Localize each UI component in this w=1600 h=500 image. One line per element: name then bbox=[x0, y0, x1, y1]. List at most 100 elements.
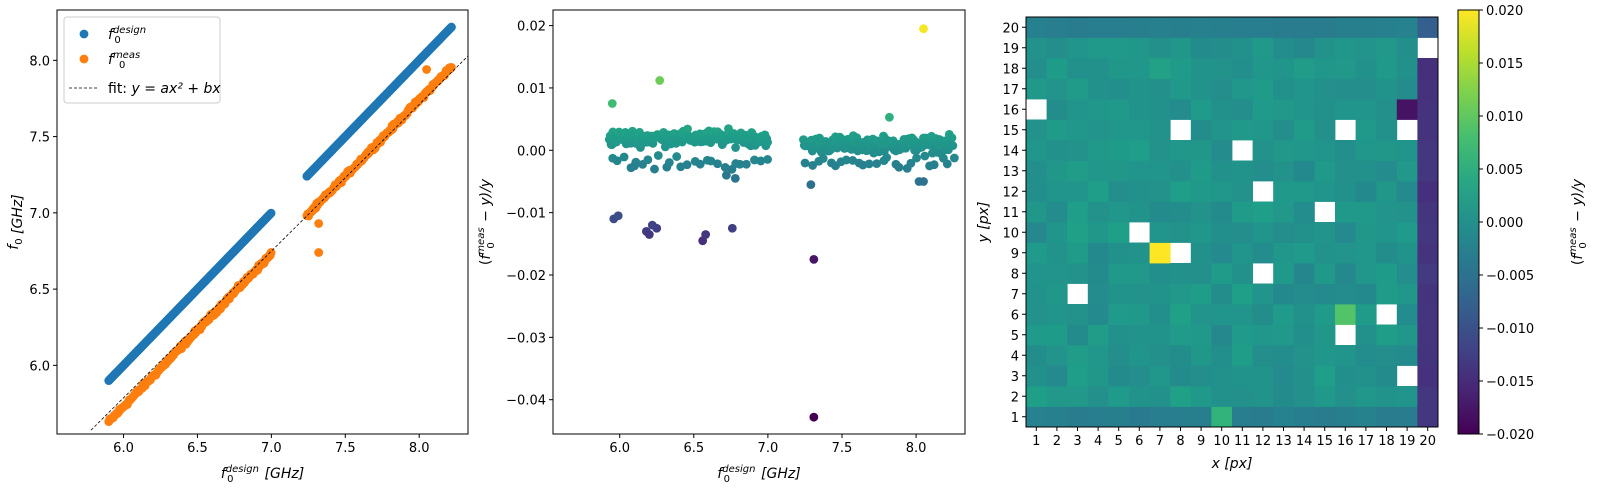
heatmap-cell bbox=[1396, 263, 1418, 284]
legend: fdesign 0 fmeas 0 fit: y = ax² + bx bbox=[63, 16, 221, 104]
deviation-point bbox=[643, 155, 653, 165]
design-point bbox=[266, 208, 276, 218]
heatmap-cell bbox=[1087, 365, 1109, 387]
heatmap-cell bbox=[1067, 263, 1089, 284]
heatmap-cell bbox=[1149, 181, 1171, 202]
heatmap-cell bbox=[1417, 283, 1439, 305]
heatmap-cell bbox=[1046, 304, 1068, 325]
heatmap-cell bbox=[1273, 140, 1295, 161]
heatmap-cell bbox=[1273, 324, 1295, 346]
heatmap-cell bbox=[1211, 283, 1233, 305]
heatmap-cell bbox=[1170, 37, 1192, 59]
heatmap-cell bbox=[1376, 242, 1398, 264]
heatmap-cell bbox=[1026, 37, 1047, 59]
heatmap-cell bbox=[1232, 37, 1253, 59]
deviation-outlier bbox=[652, 223, 662, 233]
y-tick-label: 20 bbox=[1002, 21, 1019, 36]
heatmap-cell bbox=[1252, 242, 1274, 264]
heatmap-cell bbox=[1190, 345, 1212, 366]
y-tick-label: 3 bbox=[1011, 370, 1019, 385]
colorbar-tick-label: 0.005 bbox=[1486, 163, 1523, 178]
y-tick-label: 18 bbox=[1002, 62, 1019, 77]
heatmap-cell bbox=[1273, 160, 1295, 182]
heatmap-cell bbox=[1190, 201, 1212, 223]
heatmap-cell bbox=[1252, 160, 1274, 182]
heatmap-cell bbox=[1046, 119, 1068, 141]
colorbar-tick-label: 0.020 bbox=[1486, 4, 1523, 19]
heatmap-cell bbox=[1190, 304, 1212, 325]
heatmap-cell bbox=[1273, 17, 1295, 38]
heatmap-cell bbox=[1396, 283, 1418, 305]
deviation-point bbox=[612, 156, 622, 166]
heatmap-cell bbox=[1396, 160, 1418, 182]
y-tick-label: 5 bbox=[1011, 329, 1019, 344]
measured-point bbox=[266, 248, 276, 257]
heatmap-cell bbox=[1129, 324, 1150, 346]
heatmap-cell bbox=[1067, 140, 1089, 161]
heatmap-cell bbox=[1314, 304, 1336, 325]
heatmap-cell bbox=[1046, 365, 1068, 387]
heatmap-cell bbox=[1046, 263, 1068, 284]
heatmap-cell bbox=[1190, 119, 1212, 141]
y-axis-label: f0 [GHz] bbox=[6, 194, 26, 249]
x-tick-label: 6.5 bbox=[683, 441, 704, 456]
deviation-point bbox=[920, 151, 930, 161]
heatmap-cell bbox=[1190, 58, 1212, 79]
heatmap-cell bbox=[1067, 78, 1089, 100]
x-tick-label: 10 bbox=[1213, 434, 1230, 449]
heatmap-cell bbox=[1046, 181, 1068, 202]
deviation-point bbox=[818, 154, 828, 163]
heatmap-cell bbox=[1211, 304, 1233, 325]
heatmap-cell bbox=[1314, 119, 1336, 141]
heatmap-cell bbox=[1252, 78, 1274, 100]
heatmap-cell bbox=[1046, 386, 1068, 407]
heatmap-cell bbox=[1149, 406, 1171, 428]
heatmap-cell bbox=[1335, 242, 1356, 264]
heatmap-cell bbox=[1376, 345, 1398, 366]
heatmap-cell bbox=[1190, 37, 1212, 59]
heatmap-cell bbox=[1170, 222, 1192, 243]
deviation-point bbox=[912, 153, 921, 163]
heatmap-cell bbox=[1026, 140, 1047, 161]
heatmap-cell bbox=[1149, 365, 1171, 387]
heatmap-cell bbox=[1335, 17, 1356, 38]
legend-label: fdesign 0 bbox=[108, 25, 147, 46]
heatmap-cell bbox=[1211, 242, 1233, 264]
heatmap-cell bbox=[1396, 345, 1418, 366]
x-tick-label: 3 bbox=[1073, 434, 1081, 449]
heatmap-cell bbox=[1252, 140, 1274, 161]
legend-marker bbox=[79, 29, 89, 39]
heatmap-cell bbox=[1170, 140, 1192, 161]
panel-relative-deviation-scatter: 6.0 6.5 7.0 7.5 8.0 0.02 0.01 0.00 −0.01 −0.02 −0.… bbox=[476, 9, 966, 485]
heatmap-cell bbox=[1355, 406, 1377, 428]
deviation-point bbox=[619, 152, 629, 162]
x-tick-label: 13 bbox=[1275, 434, 1292, 449]
heatmap-cell bbox=[1355, 242, 1377, 264]
deviation-point bbox=[949, 153, 959, 163]
heatmap-cell bbox=[1396, 58, 1418, 79]
deviation-outlier bbox=[655, 76, 665, 85]
heatmap-cell bbox=[1026, 324, 1047, 346]
panel-frequency-scatter: 6.0 6.5 7.0 7.5 8.0 6.0 6.5 7.0 7.5 8.0 fdesign 0 [… bbox=[6, 9, 469, 485]
heatmap-cell bbox=[1067, 222, 1089, 243]
heatmap-cell bbox=[1273, 365, 1295, 387]
heatmap-cell bbox=[1190, 140, 1212, 161]
heatmap-cell bbox=[1108, 58, 1130, 79]
heatmap-cell bbox=[1129, 58, 1150, 79]
heatmap-cell bbox=[1026, 181, 1047, 202]
y-tick-label: −0.02 bbox=[506, 269, 546, 284]
heatmap-cell bbox=[1026, 283, 1047, 305]
heatmap-cell bbox=[1252, 324, 1274, 346]
heatmap-cell bbox=[1026, 119, 1047, 141]
x-tick-label: 7.5 bbox=[335, 441, 356, 456]
heatmap-cell bbox=[1417, 160, 1439, 182]
heatmap-cell bbox=[1335, 181, 1356, 202]
heatmap-cell bbox=[1087, 160, 1109, 182]
plot-area bbox=[90, 22, 468, 431]
heatmap-cell bbox=[1108, 242, 1130, 264]
measured-point bbox=[447, 63, 456, 72]
x-tick-label: 7.0 bbox=[261, 441, 282, 456]
heatmap-cell bbox=[1293, 17, 1315, 38]
x-tick-label: 6.0 bbox=[113, 441, 134, 456]
y-tick-label: 17 bbox=[1002, 83, 1019, 98]
